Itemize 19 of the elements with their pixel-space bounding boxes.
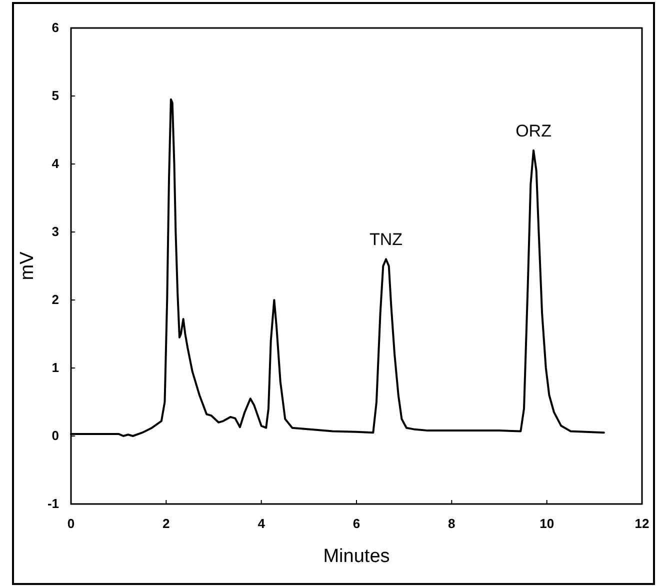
x-tick-label: 12 (634, 516, 650, 531)
x-tick-label: 0 (67, 516, 75, 531)
x-tick-label: 4 (258, 516, 266, 531)
y-tick-label: 4 (52, 156, 60, 171)
y-tick-label: 0 (52, 428, 59, 443)
y-tick-label: 1 (52, 360, 59, 375)
x-tick-label: 2 (162, 516, 170, 531)
x-tick-label: 8 (448, 516, 456, 531)
annotation: TNZ (369, 230, 403, 250)
y-tick-label: 5 (52, 88, 59, 103)
y-tick-label: 6 (52, 20, 59, 35)
x-tick-label: 6 (352, 516, 360, 531)
y-tick-label: 2 (52, 292, 59, 307)
x-tick-label: 10 (540, 516, 554, 531)
x-axis-title: Minutes (323, 546, 390, 567)
y-tick-label: -1 (47, 496, 59, 511)
y-axis-title: mV (17, 251, 38, 280)
annotation: ORZ (516, 121, 552, 140)
y-tick-label: 3 (52, 224, 59, 239)
